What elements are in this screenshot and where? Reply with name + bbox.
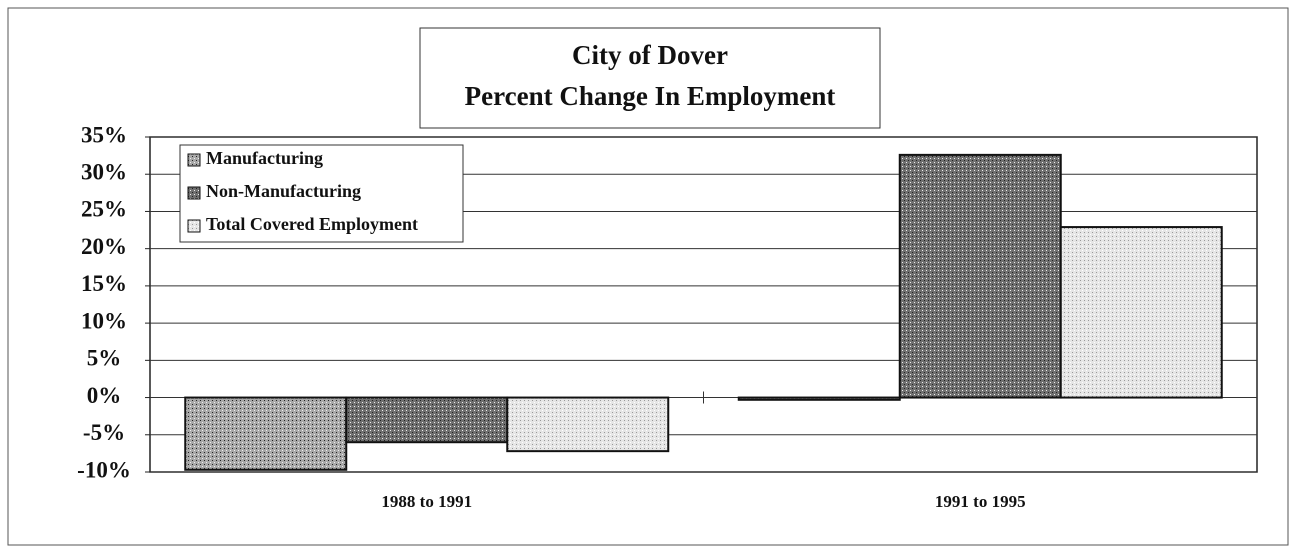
legend-label: Manufacturing xyxy=(206,148,323,168)
outer-frame xyxy=(7,7,1289,546)
y-tick-label: 0% xyxy=(87,383,122,408)
title-box xyxy=(419,27,881,129)
y-tick-label: 30% xyxy=(81,160,127,185)
chart-title: City of Dover xyxy=(572,40,728,70)
bar xyxy=(1059,226,1223,399)
y-tick-label: -10% xyxy=(77,457,131,482)
y-tick-label: 5% xyxy=(87,346,122,371)
x-tick-label: 1988 to 1991 xyxy=(381,492,472,511)
legend-swatch xyxy=(187,186,201,200)
y-tick-label: 35% xyxy=(81,122,127,147)
legend-box xyxy=(179,144,464,243)
bar xyxy=(898,153,1062,399)
legend-swatch xyxy=(187,219,201,233)
y-tick-label: 25% xyxy=(81,197,127,222)
legend-label: Total Covered Employment xyxy=(206,214,418,234)
bar xyxy=(737,396,901,401)
legend-label: Non-Manufacturing xyxy=(206,181,361,201)
y-tick-label: 15% xyxy=(81,271,127,296)
x-tick-label: 1991 to 1995 xyxy=(935,492,1026,511)
bar xyxy=(345,396,509,444)
bar xyxy=(506,396,670,453)
y-tick-label: 10% xyxy=(81,308,127,333)
y-tick-label: -5% xyxy=(83,420,125,445)
bar xyxy=(184,396,348,471)
y-tick-label: 20% xyxy=(81,234,127,259)
legend-swatch xyxy=(187,153,201,167)
chart-subtitle: Percent Change In Employment xyxy=(465,81,836,111)
